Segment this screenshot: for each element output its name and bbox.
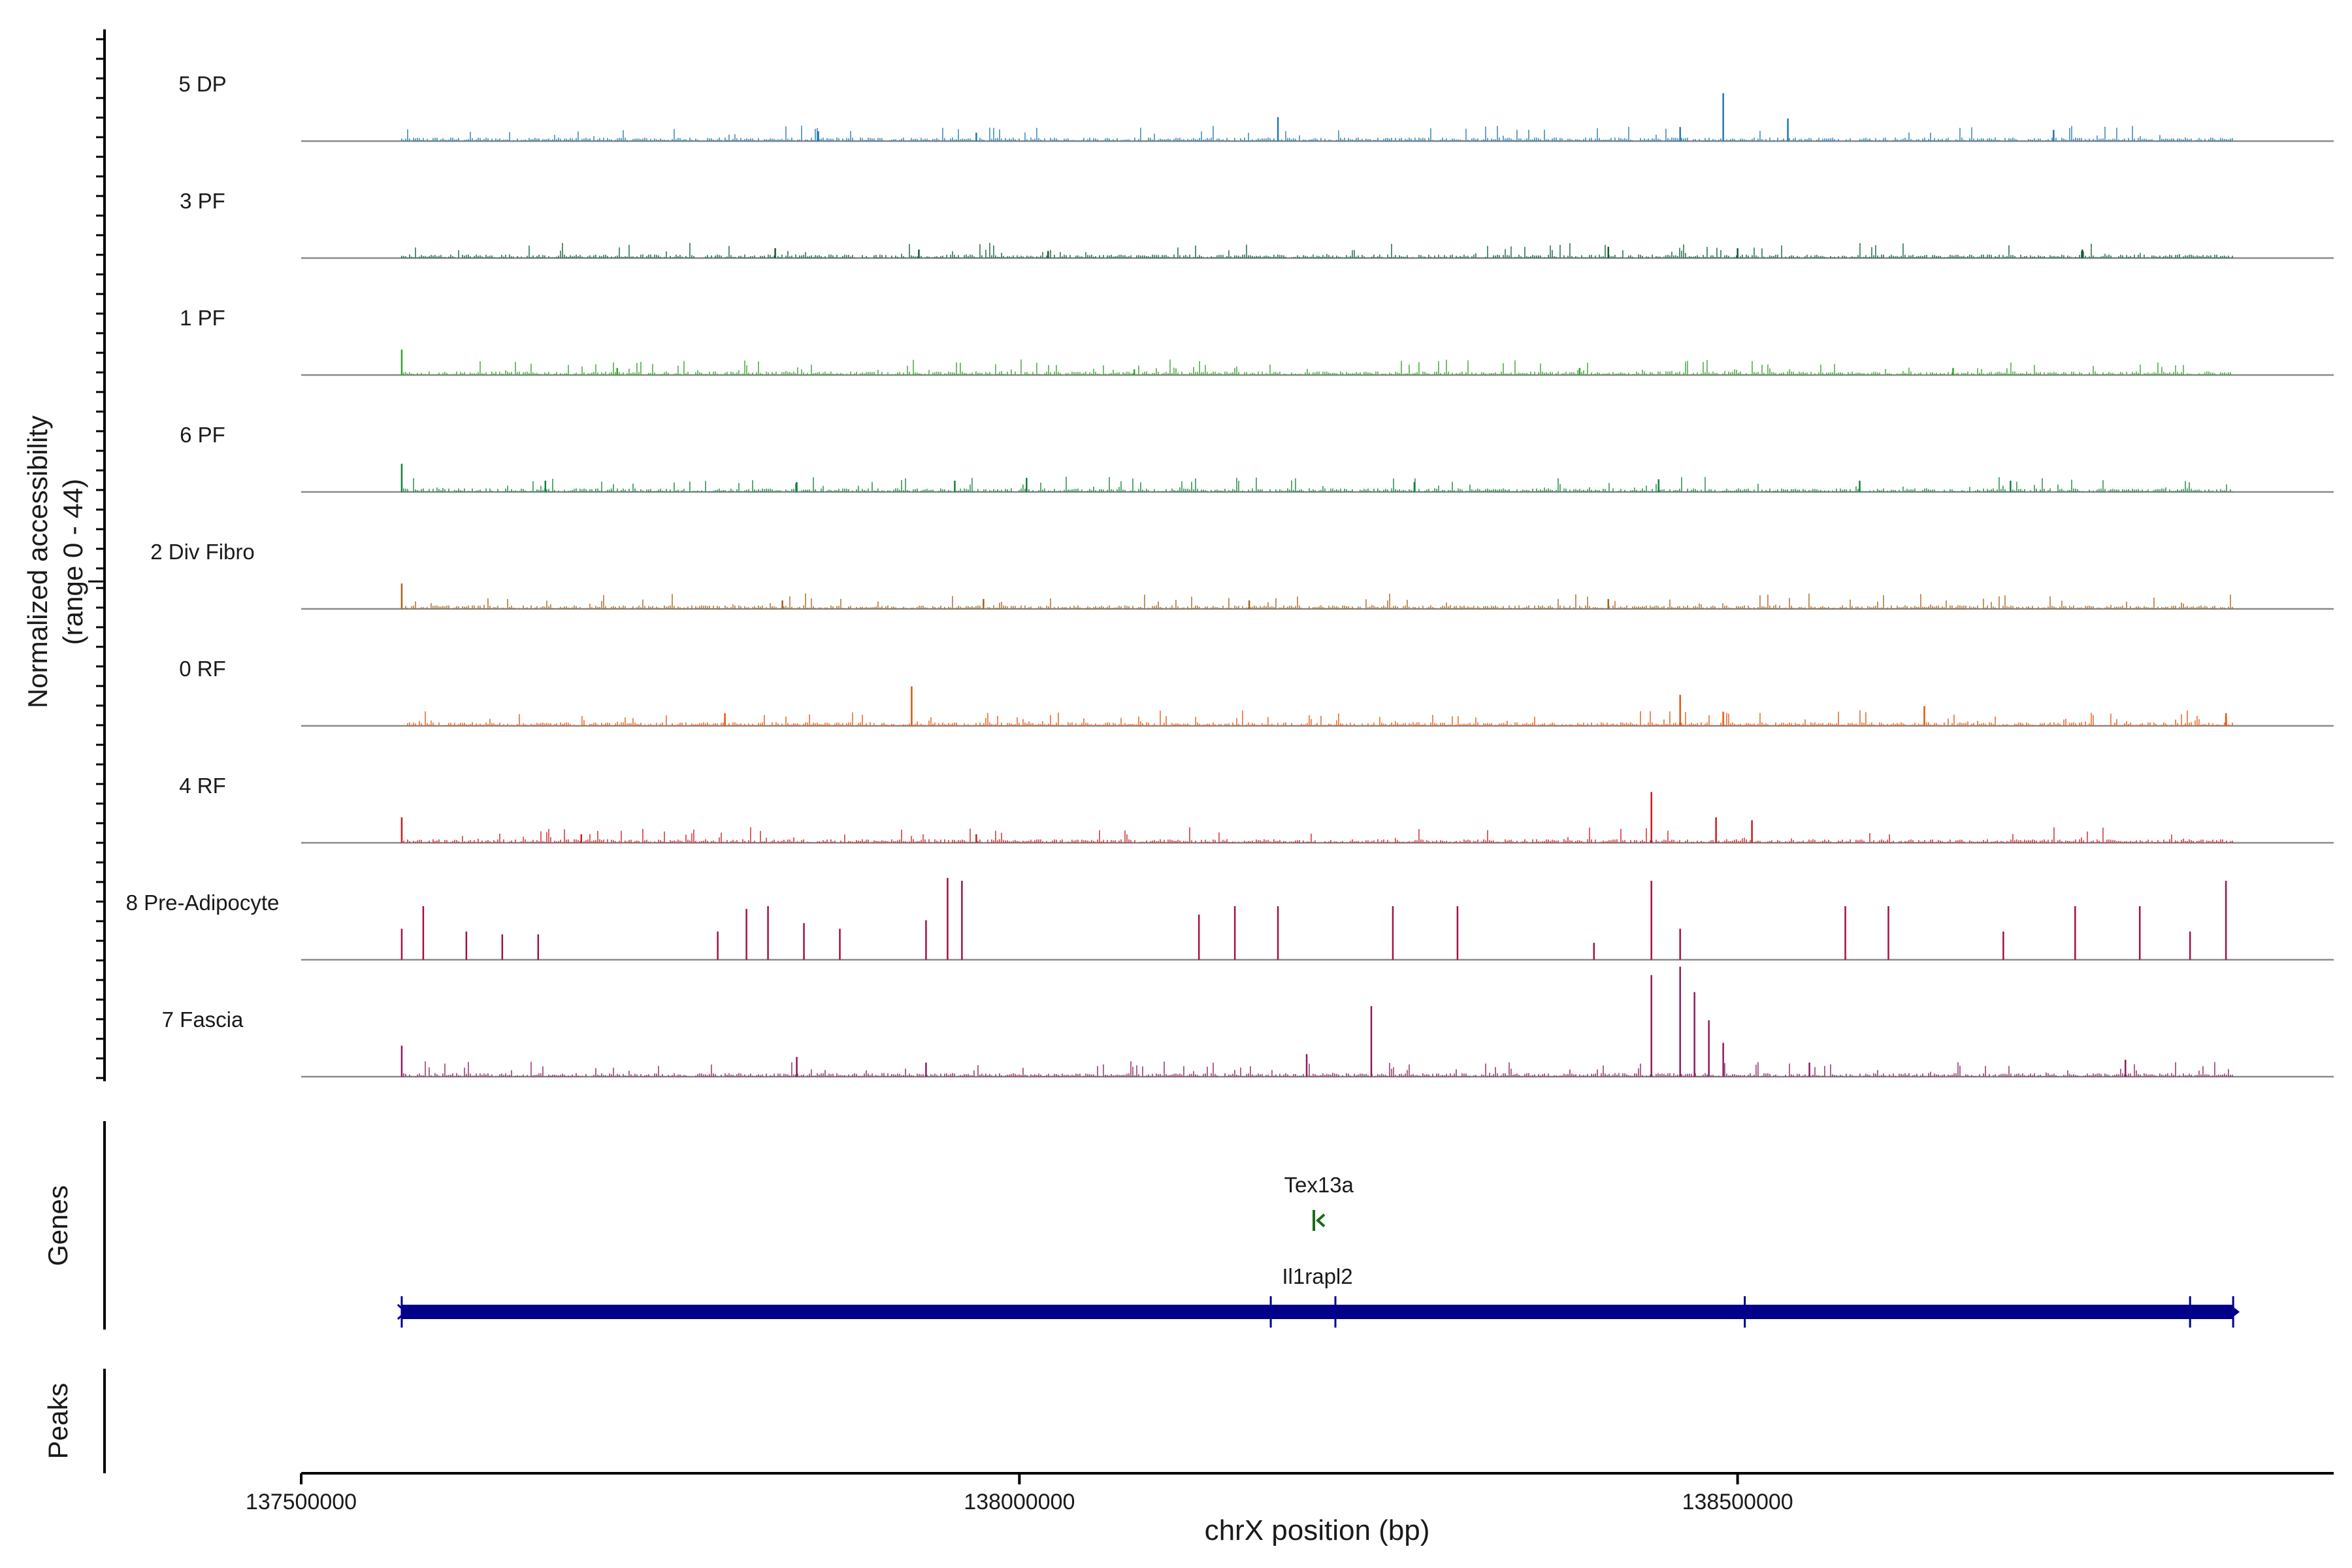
track-label: 3 PF xyxy=(180,189,225,213)
track-8-pre-adipocyte: 8 Pre-Adipocyte xyxy=(126,877,2334,961)
track-label: 1 PF xyxy=(180,306,225,330)
track-3-pf: 3 PF xyxy=(180,189,2334,259)
gene-strand-arrow xyxy=(1316,1213,1326,1228)
x-axis-title: chrX position (bp) xyxy=(1205,1514,1430,1546)
x-axis-tick-label: 138000000 xyxy=(964,1490,1075,1514)
track-label: 5 DP xyxy=(178,72,226,96)
track-label: 7 Fascia xyxy=(162,1007,244,1032)
track-noise xyxy=(401,593,2233,609)
track-noise xyxy=(401,125,2233,141)
y-axis-title: Normalized accessibility xyxy=(22,416,53,708)
x-axis-tick-label: 137500000 xyxy=(246,1490,357,1514)
x-axis-tick-label: 138500000 xyxy=(1682,1490,1793,1514)
peaks-panel-label: Peaks xyxy=(42,1383,73,1460)
gene-strand-arrow xyxy=(2230,1305,2240,1319)
track-1-pf: 1 PF xyxy=(180,306,2334,376)
track-noise xyxy=(401,1061,2233,1077)
track-2-div-fibro: 2 Div Fibro xyxy=(150,540,2334,610)
gene-start-mark xyxy=(397,1303,408,1320)
track-noise xyxy=(401,476,2233,492)
track-label: 4 RF xyxy=(179,774,226,798)
track-noise xyxy=(401,242,2233,258)
coverage-tracks: 5 DP 3 PF 1 PF 6 PF 2 Div Fibro 0 RF 4 RF 8 Pre… xyxy=(126,72,2334,1078)
gene-label: Il1rapl2 xyxy=(1282,1264,1352,1288)
accessibility-y-axis xyxy=(88,29,106,1081)
peaks-panel: Peaks xyxy=(42,1369,106,1473)
gene-annotation-panel: Genes Tex13a Il1rapl2 xyxy=(42,1121,2240,1330)
x-axis: 137500000 138000000 138500000 xyxy=(246,1472,2334,1514)
track-label: 0 RF xyxy=(179,657,226,681)
genes-panel-label: Genes xyxy=(42,1185,73,1266)
track-0-rf: 0 RF xyxy=(179,657,2334,727)
track-label: 2 Div Fibro xyxy=(150,540,255,564)
track-5-dp: 5 DP xyxy=(178,72,2334,142)
track-noise xyxy=(401,359,2233,375)
track-7-fascia: 7 Fascia xyxy=(162,966,2334,1078)
track-6-pf: 6 PF xyxy=(180,423,2334,493)
gene-body xyxy=(401,1305,2234,1319)
y-axis-title-range: (range 0 - 44) xyxy=(57,479,88,645)
gene-label: Tex13a xyxy=(1284,1173,1354,1197)
track-label: 8 Pre-Adipocyte xyxy=(126,890,280,915)
track-noise xyxy=(401,710,2233,726)
track-label: 6 PF xyxy=(180,423,225,447)
track-noise xyxy=(401,827,2233,843)
track-4-rf: 4 RF xyxy=(179,774,2334,844)
